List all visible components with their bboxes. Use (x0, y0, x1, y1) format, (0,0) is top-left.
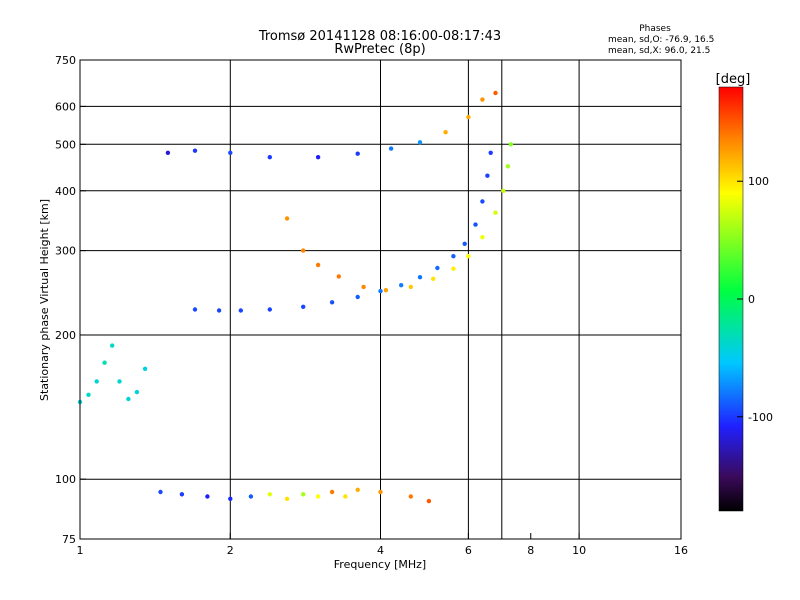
data-point (361, 284, 366, 290)
x-tick-label: 1 (77, 544, 84, 557)
data-point (388, 146, 394, 151)
data-point (451, 266, 456, 271)
data-point (165, 150, 171, 155)
data-point (142, 366, 148, 371)
data-point (383, 288, 389, 293)
data-point (192, 148, 198, 153)
stats-line-o: mean, sd,O: -76.9, 16.5 (608, 35, 714, 45)
data-point (493, 210, 498, 215)
data-point (355, 151, 360, 156)
y-tick-label: 500 (55, 138, 76, 151)
data-point (443, 130, 448, 135)
data-point (473, 222, 478, 227)
y-axis-label: Stationary phase Virtual Height [km] (38, 199, 51, 401)
data-point (466, 114, 471, 120)
x-tick-label: 16 (674, 544, 688, 557)
data-point (228, 150, 233, 155)
data-point (378, 489, 383, 495)
data-point (431, 276, 436, 281)
data-point (315, 155, 321, 160)
data-point (110, 343, 115, 348)
data-point (505, 164, 511, 169)
data-point (267, 307, 272, 312)
data-point (329, 300, 335, 305)
data-point (466, 254, 471, 259)
data-point (315, 262, 321, 268)
data-point (480, 97, 485, 102)
x-tick-label: 4 (377, 544, 384, 557)
data-point (417, 275, 423, 280)
data-point (284, 496, 290, 501)
y-tick-label: 75 (62, 533, 76, 546)
data-point (488, 150, 493, 155)
y-tick-label: 600 (55, 100, 76, 113)
data-point (399, 283, 404, 288)
data-point (301, 248, 306, 253)
data-point (501, 188, 506, 193)
data-point (462, 241, 467, 246)
data-point (102, 360, 107, 365)
data-point (408, 494, 413, 499)
data-point (267, 492, 272, 497)
data-point (228, 496, 233, 501)
data-point (134, 389, 140, 395)
data-point (355, 487, 360, 492)
x-tick-label: 10 (572, 544, 586, 557)
data-point (485, 173, 490, 178)
x-tick-label: 2 (227, 544, 234, 557)
y-tick-label: 200 (55, 329, 76, 342)
y-tick-label: 300 (55, 245, 76, 258)
data-point (408, 284, 413, 290)
data-point (315, 494, 321, 499)
colorbar-ticks: 100 0 -100 (737, 175, 773, 424)
colorbar-label: [deg] (716, 72, 751, 87)
data-point (192, 307, 198, 312)
data-point (508, 142, 514, 147)
data-point (301, 492, 306, 497)
data-point (493, 90, 498, 96)
data-point (355, 294, 360, 300)
y-tick-label: 750 (55, 54, 76, 67)
data-point (343, 494, 348, 499)
data-point (378, 288, 383, 294)
data-point (417, 140, 423, 145)
data-point (94, 379, 99, 384)
data-point (451, 254, 456, 259)
colorbar-tick-label: 100 (748, 175, 769, 188)
y-tick-label: 400 (55, 185, 76, 198)
data-point (158, 489, 163, 495)
x-tick-label: 8 (527, 544, 534, 557)
grid (80, 60, 681, 539)
data-point (267, 155, 272, 160)
data-point (86, 392, 91, 397)
chart-title: Tromsø 20141128 08:16:00-08:17:43 (258, 29, 501, 44)
stats-header: Phases (639, 24, 671, 34)
colorbar-tick-label: -100 (748, 411, 773, 424)
data-point (301, 304, 306, 309)
data-point (336, 274, 341, 279)
data-point (284, 216, 290, 221)
x-tick-label: 6 (465, 544, 472, 557)
data-point (117, 379, 122, 384)
data-point (248, 494, 254, 499)
colorbar-tick-label: 0 (748, 293, 755, 306)
chart-subtitle: RwPretec (8p) (334, 42, 425, 57)
data-point (179, 492, 185, 497)
x-axis-label: Frequency [MHz] (334, 558, 426, 571)
data-point (126, 396, 131, 402)
data-point (480, 199, 485, 204)
data-point (480, 235, 485, 240)
data-point (426, 498, 432, 504)
data-point (238, 308, 243, 313)
data-point (329, 489, 335, 495)
data-point (435, 265, 440, 271)
x-axis: 1 2 4 6 8 10 16 (77, 533, 688, 557)
y-axis: 75 100 200 300 400 500 600 750 (55, 54, 86, 546)
data-point (205, 494, 210, 499)
stats-line-x: mean, sd,X: 96.0, 21.5 (608, 46, 710, 56)
y-tick-label: 100 (55, 473, 76, 486)
data-point (216, 308, 222, 313)
data-points (77, 90, 514, 504)
